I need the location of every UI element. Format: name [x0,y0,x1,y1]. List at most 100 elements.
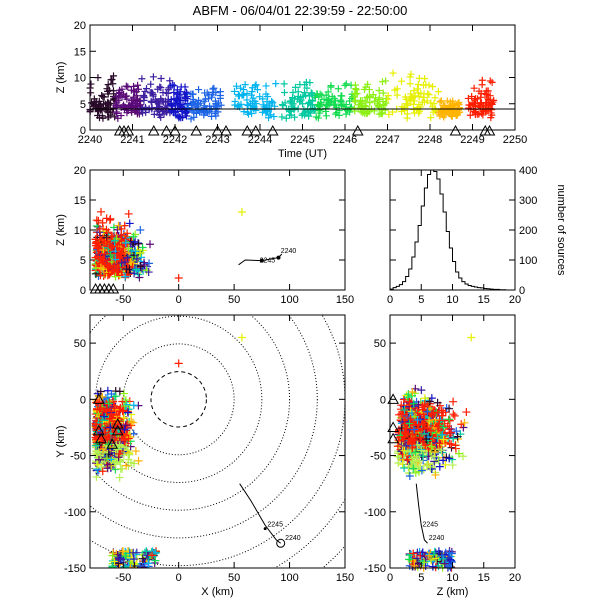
source-point [98,255,107,264]
x-tick-label: 15 [478,572,490,584]
x-tick-label: 0 [176,572,182,584]
source-point [113,445,122,454]
source-point [103,263,112,272]
source-point [427,394,436,403]
source-point [105,414,114,423]
source-point [103,460,112,469]
source-point [217,101,225,109]
source-point [211,109,219,117]
source-point [209,88,217,96]
source-point [115,473,124,482]
station-triangle [220,124,232,136]
source-point [379,97,387,105]
x-y-points [90,315,345,568]
source-point [121,239,130,248]
source-point [123,446,132,455]
source-point [332,97,340,105]
source-point [410,561,419,570]
y-tick-label: 0 [80,394,86,406]
source-point [237,208,246,216]
source-point [417,386,426,395]
source-point [237,84,245,92]
source-point [409,456,418,465]
source-point [407,70,415,78]
x-tick-label: 150 [336,572,354,584]
y-tick-label: -150 [364,563,386,575]
y-tick-label: -100 [364,507,386,519]
source-point [121,552,130,561]
source-point [104,269,113,278]
source-point [366,94,374,102]
source-point [164,89,172,97]
source-point [156,83,164,91]
source-point [210,84,218,92]
source-point [115,449,124,458]
source-point [477,93,485,101]
source-point [346,108,354,116]
y-tick-label: 50 [74,338,86,350]
source-point [104,113,112,121]
station-triangle [190,124,203,136]
source-point [249,102,257,110]
source-point [332,110,340,118]
source-point [448,461,457,470]
source-point [468,92,476,100]
source-point [421,561,430,570]
source-point [125,219,134,228]
source-point [409,464,418,473]
source-point [149,73,157,81]
source-point [94,391,103,400]
source-point [399,432,408,441]
station-triangle [147,124,160,136]
source-point [289,100,297,108]
source-point [405,398,414,407]
x-y-panel [89,314,346,569]
source-point [117,258,126,267]
source-point [122,443,131,452]
station-triangle [169,124,181,136]
track-label-2240: 2240 [281,248,297,255]
source-point [375,95,383,103]
y-tick-label: 400 [519,165,537,177]
source-point [306,79,314,87]
y-tick-label: 0 [519,285,525,297]
station-triangle [160,124,173,136]
source-point [148,551,157,560]
source-point [136,248,145,257]
source-point [404,393,413,402]
source-point [420,93,428,101]
source-point [133,98,141,106]
source-point [111,434,120,443]
source-point [431,432,440,441]
source-point [129,401,138,410]
source-point [93,262,102,271]
source-point [417,466,426,475]
y-tick-label: 15 [74,195,86,207]
source-point [94,74,102,82]
source-point [103,433,112,442]
source-point [93,460,102,469]
y-tick-label: 20 [74,20,86,32]
storm-track [239,483,281,544]
x-tick-label: 20 [509,572,521,584]
source-point [413,415,422,424]
source-point [119,389,128,398]
source-point [104,81,112,89]
source-point [235,92,243,100]
source-point [113,268,122,277]
source-point [401,106,409,114]
x-tick-label: 2244 [248,134,272,146]
source-point [342,110,350,118]
source-point [172,111,180,119]
source-point [112,415,121,424]
source-point [111,94,119,102]
source-point [173,86,181,94]
time-height-panel [89,24,516,131]
source-point [486,77,494,85]
source-point [402,441,411,450]
source-point [136,561,145,568]
source-point [157,84,165,92]
source-point [408,430,417,439]
y-tick-label: 15 [74,46,86,58]
